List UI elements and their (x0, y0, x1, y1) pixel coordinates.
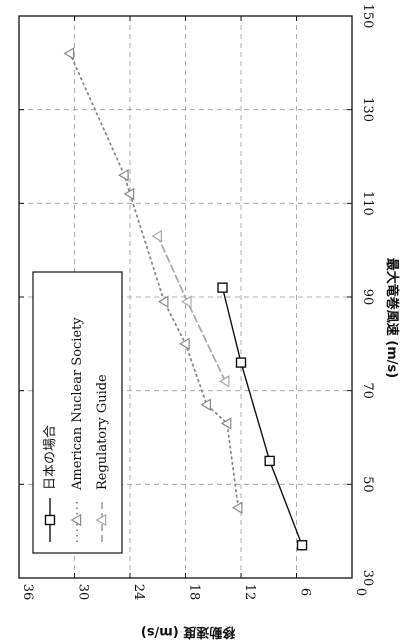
legend-box (32, 271, 123, 554)
legend: 日本の場合 American Nuclear Society Regulatory … (32, 271, 123, 554)
legend-item: American Nuclear Society (70, 317, 85, 542)
legend-swatch-marker (95, 513, 107, 527)
y-axis-ticks: 0 6 12 18 24 30 36 (18, 16, 368, 601)
legend-swatch-marker (70, 513, 82, 527)
legend-item: Regulatory Guide (95, 374, 110, 542)
data-point (217, 282, 228, 293)
series-line (221, 286, 303, 546)
data-point (123, 187, 135, 201)
series-2 (63, 47, 243, 514)
series-3 (151, 229, 230, 388)
x-tick-label: 50 (360, 476, 375, 493)
data-point (63, 47, 75, 60)
y-tick-label: 30 (76, 584, 91, 601)
y-tick-label: 12 (242, 584, 257, 601)
y-tick-label: 6 (298, 588, 313, 596)
legend-item: 日本の場合 (43, 425, 58, 542)
x-tick-label: 70 (360, 382, 375, 399)
data-point (296, 540, 308, 551)
x-tick-label: 150 (360, 4, 375, 29)
legend-label: Regulatory Guide (95, 374, 110, 490)
data-point (118, 168, 129, 182)
y-axis-label: 移動速度 (m/s) (141, 624, 235, 640)
data-point (151, 229, 162, 243)
data-series (63, 47, 308, 551)
y-tick-label: 0 (353, 588, 368, 596)
x-tick-label: 110 (360, 191, 375, 216)
data-point (157, 295, 169, 308)
legend-label: 日本の場合 (43, 425, 58, 490)
data-point (235, 357, 247, 368)
legend-swatch-marker (44, 514, 56, 526)
data-point (200, 398, 212, 411)
y-tick-label: 36 (20, 584, 35, 601)
data-point (231, 501, 243, 514)
x-axis-label: 最大竜巻風速 (m/s) (384, 258, 400, 378)
y-tick-label: 18 (187, 584, 202, 601)
data-point (180, 295, 192, 308)
x-tick-label: 130 (360, 97, 375, 122)
series-1 (217, 282, 308, 551)
data-point (218, 375, 230, 388)
data-point (264, 455, 275, 467)
data-point (179, 337, 190, 351)
x-axis-ticks: 30 50 70 90 110 130 150 (19, 4, 375, 587)
x-tick-label: 30 (360, 570, 375, 587)
x-tick-label: 90 (360, 289, 375, 306)
y-tick-label: 24 (131, 584, 146, 601)
data-point (220, 417, 232, 430)
legend-label: American Nuclear Society (70, 317, 85, 491)
